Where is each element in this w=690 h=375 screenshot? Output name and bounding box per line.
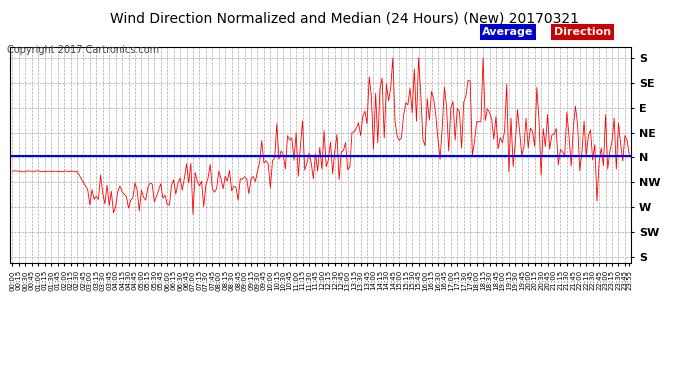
Text: Average: Average: [482, 27, 533, 37]
Text: Direction: Direction: [553, 27, 611, 37]
Text: Copyright 2017 Cartronics.com: Copyright 2017 Cartronics.com: [7, 45, 159, 55]
Text: Wind Direction Normalized and Median (24 Hours) (New) 20170321: Wind Direction Normalized and Median (24…: [110, 11, 580, 25]
